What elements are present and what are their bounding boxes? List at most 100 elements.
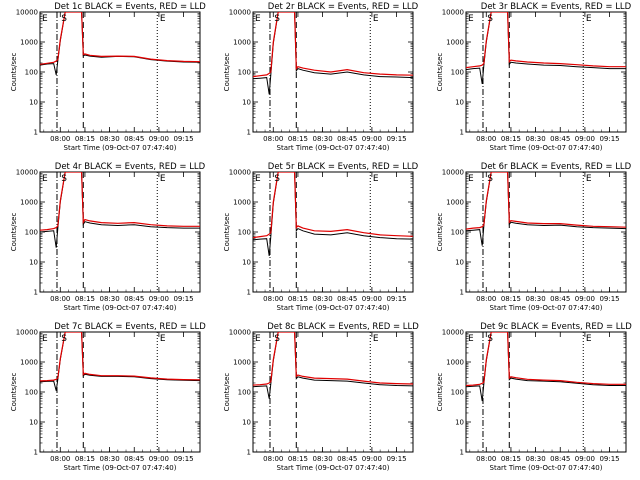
x-tick-label: 08:00 xyxy=(263,135,283,143)
x-tick-label: 09:00 xyxy=(575,295,595,303)
plot-frame xyxy=(252,171,414,293)
plot-title: Det 9c BLACK = Events, RED = LLD xyxy=(480,322,632,332)
plot-title: Det 3r BLACK = Events, RED = LLD xyxy=(481,2,632,12)
y-axis-label: Counts/sec xyxy=(223,213,231,252)
x-tick-label: 08:00 xyxy=(50,455,70,463)
marker-e: E xyxy=(468,174,474,184)
series-line-lld xyxy=(466,172,626,230)
marker-s: S xyxy=(61,334,67,344)
marker-e: E xyxy=(42,14,48,24)
plot-frame xyxy=(465,171,627,293)
plot-panel-2: Det 2r BLACK = Events, RED = LLD 1 10 100 10… xyxy=(223,2,419,152)
plot-frame xyxy=(39,171,201,293)
y-tick-label: 100 xyxy=(451,69,464,77)
y-axis-label: Counts/sec xyxy=(10,53,18,92)
y-axis-label: Counts/sec xyxy=(10,213,18,252)
marker-s: S xyxy=(274,174,280,184)
x-tick-label: 08:45 xyxy=(337,295,357,303)
marker-s: S xyxy=(487,174,493,184)
x-tick-label: 08:00 xyxy=(263,295,283,303)
y-tick-label: 1000 xyxy=(446,199,464,207)
plot-panel-8: Det 8c BLACK = Events, RED = LLD 1 10 100 10… xyxy=(223,322,419,472)
x-axis-label: Start Time (09-Oct-07 07:47:40) xyxy=(277,464,390,472)
y-tick-label: 1 xyxy=(460,289,464,297)
plot-title: Det 8c BLACK = Events, RED = LLD xyxy=(267,322,419,332)
x-tick-label: 08:45 xyxy=(124,455,144,463)
y-tick-label: 1000 xyxy=(20,359,38,367)
x-axis-label: Start Time (09-Oct-07 07:47:40) xyxy=(64,144,177,152)
y-tick-label: 1 xyxy=(34,449,38,457)
y-tick-label: 100 xyxy=(238,229,251,237)
y-tick-label: 10 xyxy=(242,259,251,267)
x-tick-label: 08:00 xyxy=(263,455,283,463)
x-tick-label: 09:15 xyxy=(386,295,406,303)
y-tick-label: 100 xyxy=(25,229,38,237)
y-tick-label: 10000 xyxy=(229,9,251,17)
y-tick-label: 100 xyxy=(25,69,38,77)
plot-title: Det 7c BLACK = Events, RED = LLD xyxy=(54,322,206,332)
marker-e: E xyxy=(373,334,379,344)
y-tick-label: 100 xyxy=(451,389,464,397)
marker-s: S xyxy=(61,174,67,184)
x-tick-label: 09:15 xyxy=(173,295,193,303)
plot-frame xyxy=(465,331,627,453)
x-tick-label: 09:00 xyxy=(362,135,382,143)
x-axis-label: Start Time (09-Oct-07 07:47:40) xyxy=(490,144,603,152)
marker-e: E xyxy=(255,334,261,344)
marker-e: E xyxy=(586,14,592,24)
marker-e: E xyxy=(373,14,379,24)
x-tick-label: 08:30 xyxy=(312,295,332,303)
y-tick-label: 1000 xyxy=(20,39,38,47)
x-tick-label: 09:00 xyxy=(362,295,382,303)
marker-e: E xyxy=(586,174,592,184)
y-tick-label: 10 xyxy=(455,419,464,427)
x-tick-label: 08:45 xyxy=(337,135,357,143)
x-tick-label: 08:45 xyxy=(337,455,357,463)
y-tick-label: 1 xyxy=(460,449,464,457)
marker-e: E xyxy=(255,14,261,24)
plot-frame xyxy=(39,331,201,453)
x-tick-label: 09:15 xyxy=(173,135,193,143)
y-axis-label: Counts/sec xyxy=(436,213,444,252)
series-line-lld xyxy=(466,12,626,69)
x-tick-label: 08:30 xyxy=(99,295,119,303)
x-axis-label: Start Time (09-Oct-07 07:47:40) xyxy=(277,304,390,312)
marker-e: E xyxy=(255,174,261,184)
plot-panel-9: Det 9c BLACK = Events, RED = LLD 1 10 100 10… xyxy=(436,322,632,472)
x-axis-label: Start Time (09-Oct-07 07:47:40) xyxy=(64,464,177,472)
series-line-lld xyxy=(253,12,413,78)
plot-title: Det 6r BLACK = Events, RED = LLD xyxy=(481,162,632,172)
x-tick-label: 08:45 xyxy=(550,135,570,143)
y-tick-label: 10 xyxy=(242,419,251,427)
marker-e: E xyxy=(586,334,592,344)
series-line-lld xyxy=(466,332,626,387)
x-tick-label: 08:00 xyxy=(476,135,496,143)
marker-s: S xyxy=(274,334,280,344)
plot-frame xyxy=(252,331,414,453)
y-tick-label: 10000 xyxy=(16,169,38,177)
marker-e: E xyxy=(160,334,166,344)
x-tick-label: 08:15 xyxy=(75,135,95,143)
x-tick-label: 09:00 xyxy=(149,455,169,463)
y-tick-label: 10 xyxy=(29,419,38,427)
y-tick-label: 10000 xyxy=(16,329,38,337)
x-tick-label: 08:30 xyxy=(525,295,545,303)
plot-panel-7: Det 7c BLACK = Events, RED = LLD 1 10 100 10… xyxy=(10,322,206,472)
y-tick-label: 10 xyxy=(29,99,38,107)
x-tick-label: 08:00 xyxy=(50,135,70,143)
marker-e: E xyxy=(160,14,166,24)
y-tick-label: 1 xyxy=(460,129,464,137)
marker-e: E xyxy=(468,334,474,344)
plot-panel-4: Det 4r BLACK = Events, RED = LLD 1 10 100 10… xyxy=(10,162,206,312)
y-axis-label: Counts/sec xyxy=(223,373,231,412)
x-tick-label: 08:30 xyxy=(525,455,545,463)
y-tick-label: 1 xyxy=(34,289,38,297)
x-tick-label: 08:45 xyxy=(124,295,144,303)
plot-panel-6: Det 6r BLACK = Events, RED = LLD 1 10 100 10… xyxy=(436,162,632,312)
y-tick-label: 1000 xyxy=(233,199,251,207)
marker-s: S xyxy=(487,14,493,24)
y-tick-label: 1 xyxy=(247,449,251,457)
marker-e: E xyxy=(42,174,48,184)
y-tick-label: 1000 xyxy=(446,39,464,47)
